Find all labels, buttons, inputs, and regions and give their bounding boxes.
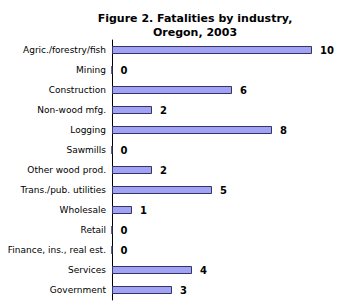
svg-text:5: 5	[220, 185, 227, 196]
svg-text:Logging: Logging	[70, 125, 106, 135]
svg-text:10: 10	[320, 45, 334, 56]
svg-text:Non-wood mfg.: Non-wood mfg.	[37, 105, 106, 115]
svg-text:Figure 2. Fatalities by indust: Figure 2. Fatalities by industry,	[98, 12, 293, 25]
svg-text:Construction: Construction	[49, 85, 106, 95]
svg-text:Government: Government	[50, 285, 107, 295]
svg-text:Wholesale: Wholesale	[60, 205, 107, 215]
svg-text:3: 3	[180, 285, 187, 296]
svg-text:1: 1	[140, 205, 147, 216]
svg-text:2: 2	[160, 105, 167, 116]
svg-text:Sawmills: Sawmills	[66, 145, 106, 155]
svg-text:Retail: Retail	[81, 225, 106, 235]
svg-text:0: 0	[121, 245, 128, 256]
svg-text:0: 0	[121, 145, 128, 156]
svg-text:Agric./forestry/fish: Agric./forestry/fish	[23, 45, 106, 55]
svg-text:0: 0	[121, 65, 128, 76]
svg-text:0: 0	[121, 225, 128, 236]
svg-text:Trans./pub. utilities: Trans./pub. utilities	[19, 185, 106, 195]
svg-text:Mining: Mining	[76, 65, 106, 75]
svg-text:Finance, ins., real est.: Finance, ins., real est.	[8, 245, 106, 255]
svg-text:6: 6	[240, 85, 247, 96]
svg-text:Oregon, 2003: Oregon, 2003	[153, 26, 237, 39]
svg-text:Services: Services	[68, 265, 106, 275]
svg-text:Other wood prod.: Other wood prod.	[27, 165, 106, 175]
svg-text:8: 8	[280, 125, 287, 136]
svg-text:4: 4	[200, 265, 207, 276]
svg-text:2: 2	[160, 165, 167, 176]
